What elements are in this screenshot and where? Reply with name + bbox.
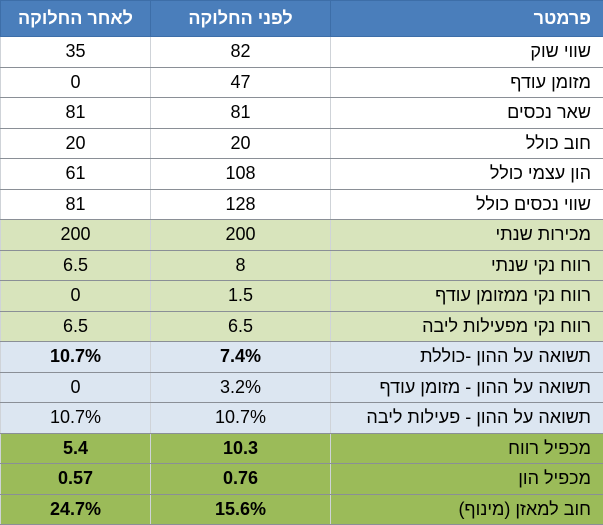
table-row: שווי נכסים כולל 128 81 bbox=[0, 188, 603, 220]
parameter-cell: הון עצמי כולל bbox=[330, 158, 603, 190]
value-cell: 108 bbox=[150, 158, 331, 190]
value-cell: 24.7% bbox=[0, 493, 151, 525]
parameter-cell: תשואה על ההון - מזומן עודף bbox=[330, 371, 603, 403]
parameter-cell: שאר נכסים bbox=[330, 97, 603, 129]
parameter-cell: רווח נקי מפעילות ליבה bbox=[330, 310, 603, 342]
parameter-cell: רווח נקי ממזומן עודף bbox=[330, 280, 603, 312]
table-row: תשואה על ההון -כוללת 7.4% 10.7% bbox=[0, 341, 603, 373]
parameter-cell: תשואה על ההון - פעילות ליבה bbox=[330, 402, 603, 434]
value-cell: 0.76 bbox=[150, 463, 331, 495]
value-cell: 128 bbox=[150, 188, 331, 220]
table-row: מכירות שנתי 200 200 bbox=[0, 219, 603, 251]
value-cell: 10.3 bbox=[150, 432, 331, 464]
value-cell: 200 bbox=[150, 219, 331, 251]
value-cell: 0 bbox=[0, 66, 151, 98]
table-row: תשואה על ההון - מזומן עודף 3.2% 0 bbox=[0, 371, 603, 403]
parameter-cell: חוב כולל bbox=[330, 127, 603, 159]
parameter-cell: מכפיל רווח bbox=[330, 432, 603, 464]
header-cell: לאחר החלוקה bbox=[0, 0, 151, 37]
table-row: מזומן עודף 47 0 bbox=[0, 66, 603, 98]
value-cell: 15.6% bbox=[150, 493, 331, 525]
table-row: חוב כולל 20 20 bbox=[0, 127, 603, 159]
table-row: מכפיל הון 0.76 0.57 bbox=[0, 463, 603, 495]
value-cell: 1.5 bbox=[150, 280, 331, 312]
value-cell: 20 bbox=[0, 127, 151, 159]
value-cell: 81 bbox=[0, 188, 151, 220]
value-cell: 200 bbox=[0, 219, 151, 251]
value-cell: 6.5 bbox=[0, 310, 151, 342]
table-row: שאר נכסים 81 81 bbox=[0, 97, 603, 129]
table-row: רווח נקי ממזומן עודף 1.5 0 bbox=[0, 280, 603, 312]
value-cell: 3.2% bbox=[150, 371, 331, 403]
value-cell: 20 bbox=[150, 127, 331, 159]
value-cell: 0 bbox=[0, 371, 151, 403]
value-cell: 7.4% bbox=[150, 341, 331, 373]
value-cell: 0 bbox=[0, 280, 151, 312]
parameter-cell: חוב למאזן (מינוף) bbox=[330, 493, 603, 525]
value-cell: 8 bbox=[150, 249, 331, 281]
value-cell: 6.5 bbox=[0, 249, 151, 281]
header-cell: לפני החלוקה bbox=[150, 0, 331, 37]
value-cell: 10.7% bbox=[0, 402, 151, 434]
parameter-cell: שווי שוק bbox=[330, 36, 603, 68]
header-cell: פרמטר bbox=[330, 0, 603, 37]
table-row: מכפיל רווח 10.3 5.4 bbox=[0, 432, 603, 464]
table-row: רווח נקי שנתי 8 6.5 bbox=[0, 249, 603, 281]
value-cell: 10.7% bbox=[0, 341, 151, 373]
parameter-cell: שווי נכסים כולל bbox=[330, 188, 603, 220]
value-cell: 10.7% bbox=[150, 402, 331, 434]
value-cell: 81 bbox=[150, 97, 331, 129]
value-cell: 35 bbox=[0, 36, 151, 68]
table-row: חוב למאזן (מינוף) 15.6% 24.7% bbox=[0, 493, 603, 525]
parameter-cell: מכפיל הון bbox=[330, 463, 603, 495]
value-cell: 0.57 bbox=[0, 463, 151, 495]
parameter-cell: תשואה על ההון -כוללת bbox=[330, 341, 603, 373]
table-row: שווי שוק 82 35 bbox=[0, 36, 603, 68]
table-row: רווח נקי מפעילות ליבה 6.5 6.5 bbox=[0, 310, 603, 342]
table-row: תשואה על ההון - פעילות ליבה 10.7% 10.7% bbox=[0, 402, 603, 434]
value-cell: 61 bbox=[0, 158, 151, 190]
value-cell: 47 bbox=[150, 66, 331, 98]
table-body: שווי שוק 82 35 מזומן עודף 47 0 שאר נכסים 81 81 חו… bbox=[0, 36, 603, 525]
value-cell: 5.4 bbox=[0, 432, 151, 464]
value-cell: 81 bbox=[0, 97, 151, 129]
table-row: הון עצמי כולל 108 61 bbox=[0, 158, 603, 190]
parameter-cell: מזומן עודף bbox=[330, 66, 603, 98]
value-cell: 6.5 bbox=[150, 310, 331, 342]
header-row: פרמטר לפני החלוקה לאחר החלוקה bbox=[0, 0, 603, 37]
parameter-cell: מכירות שנתי bbox=[330, 219, 603, 251]
parameter-cell: רווח נקי שנתי bbox=[330, 249, 603, 281]
value-cell: 82 bbox=[150, 36, 331, 68]
